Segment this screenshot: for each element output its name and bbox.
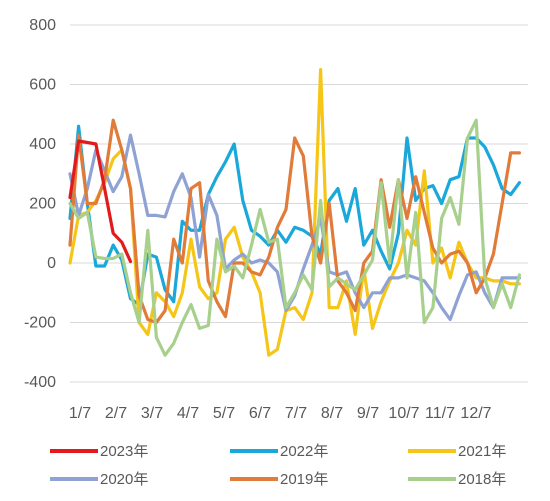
legend-label: 2019年	[280, 471, 328, 488]
legend-label: 2021年	[458, 443, 506, 460]
y-tick-label: 0	[47, 255, 56, 272]
y-tick-label: 600	[29, 77, 56, 94]
legend-label: 2018年	[458, 471, 506, 488]
legend-label: 2023年	[100, 443, 148, 460]
legend-item: 2022年	[230, 443, 328, 460]
series-line-2023年	[68, 139, 133, 264]
x-tick-label: 6/7	[249, 405, 271, 422]
y-tick-label: -400	[24, 374, 56, 391]
x-tick-label: 2/7	[105, 405, 127, 422]
series-line-2019年	[68, 118, 522, 325]
series-lines	[68, 67, 522, 357]
y-tick-label: 800	[29, 17, 56, 34]
y-tick-label: 200	[29, 196, 56, 213]
x-tick-label: 10/7	[388, 405, 419, 422]
x-tick-label: 4/7	[177, 405, 199, 422]
x-tick-label: 7/7	[285, 405, 307, 422]
y-tick-label: 400	[29, 136, 56, 153]
y-axis-tick-labels: -400 -200 0 200 400 600 800	[24, 17, 56, 391]
x-tick-label: 3/7	[141, 405, 163, 422]
x-tick-label: 11/7	[425, 405, 455, 422]
series-line-2018年	[68, 118, 522, 357]
legend-item: 2018年	[408, 471, 506, 488]
x-tick-label: 12/7	[460, 405, 491, 422]
gridlines	[70, 24, 528, 383]
legend-label: 2022年	[280, 443, 328, 460]
legend-item: 2020年	[50, 471, 148, 488]
x-axis-tick-labels: 1/7 2/7 3/7 4/7 5/7 6/7 7/7 8/7 9/7 10/7 11/7 12/7	[69, 405, 492, 422]
legend: 2023年 2022年 2021年 2020年 2019年 2018年	[50, 443, 506, 488]
x-tick-label: 9/7	[357, 405, 379, 422]
legend-label: 2020年	[100, 471, 148, 488]
x-tick-label: 1/7	[69, 405, 91, 422]
legend-item: 2023年	[50, 443, 148, 460]
legend-item: 2021年	[408, 443, 506, 460]
legend-item: 2019年	[230, 471, 328, 488]
x-tick-label: 8/7	[321, 405, 343, 422]
x-tick-label: 5/7	[213, 405, 235, 422]
y-tick-label: -200	[24, 315, 56, 332]
